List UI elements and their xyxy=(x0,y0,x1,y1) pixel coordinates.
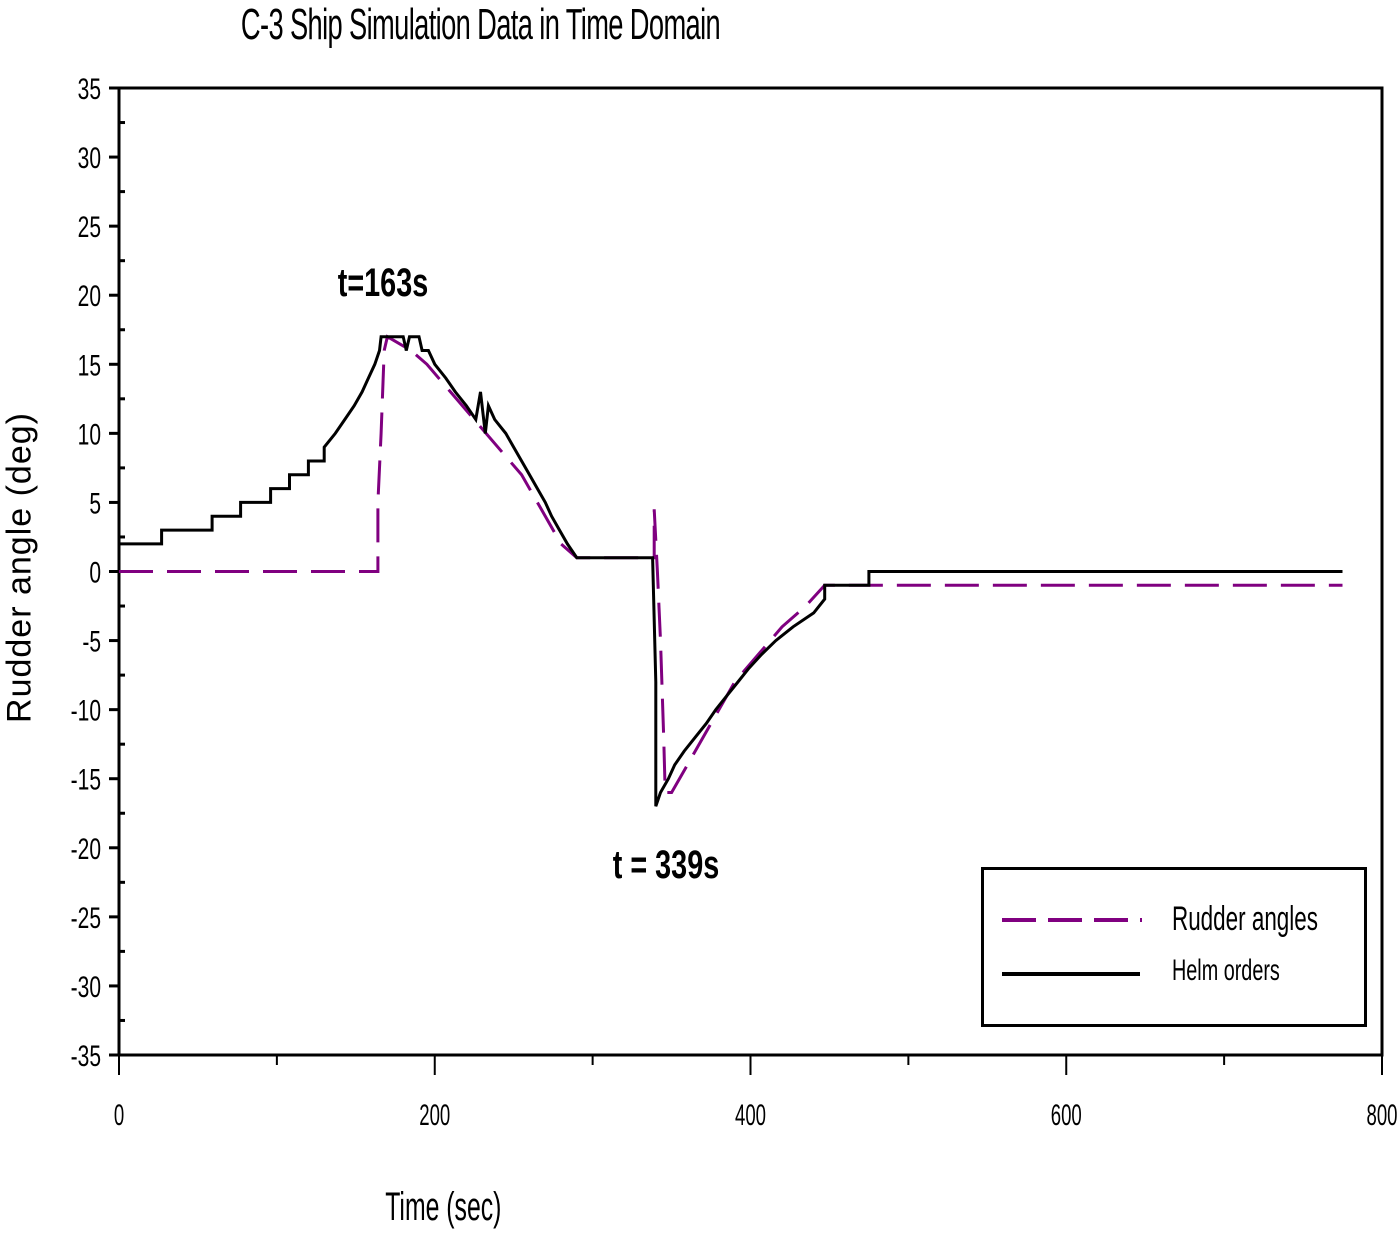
legend-label: Rudder angles xyxy=(1172,900,1318,938)
y-tick-label: -10 xyxy=(71,695,101,727)
x-tick-label: 0 xyxy=(114,1099,124,1133)
annotation-label: t = 339s xyxy=(613,842,719,887)
y-tick-label: -20 xyxy=(71,833,101,865)
y-tick-label: 5 xyxy=(89,488,101,520)
rudder-angles-line xyxy=(119,334,1343,794)
helm-orders-line xyxy=(119,335,1343,807)
y-tick-label: 0 xyxy=(89,557,101,589)
legend-item-helm-orders: Helm orders xyxy=(984,954,1364,994)
y-tick-label: 35 xyxy=(78,74,101,106)
y-tick-label: -5 xyxy=(82,626,101,658)
annotation-label: t=163s xyxy=(338,260,428,305)
x-tick-label: 600 xyxy=(1051,1099,1082,1133)
y-tick-label: -25 xyxy=(71,902,101,934)
x-tick-label: 800 xyxy=(1366,1099,1397,1133)
y-tick-label: 15 xyxy=(78,350,101,382)
x-tick-label: 200 xyxy=(419,1099,450,1133)
y-tick-label: 20 xyxy=(78,281,101,313)
y-tick-label: -15 xyxy=(71,764,101,796)
solid-line-swatch-icon xyxy=(1002,972,1140,976)
y-tick-label: -35 xyxy=(71,1041,101,1073)
y-tick-label: 30 xyxy=(78,143,101,175)
annotations: t=163s t = 339s xyxy=(338,260,719,887)
x-tick-label: 400 xyxy=(735,1099,766,1133)
legend-label: Helm orders xyxy=(1172,954,1280,987)
legend-item-rudder-angles: Rudder angles xyxy=(984,900,1364,940)
legend: Rudder angles Helm orders xyxy=(981,867,1367,1027)
series-group xyxy=(119,334,1343,807)
dashed-line-swatch-icon xyxy=(1002,918,1142,922)
x-axis-label: Time (sec) xyxy=(385,1185,502,1229)
y-tick-label: -30 xyxy=(71,971,101,1003)
y-tick-label: 10 xyxy=(78,419,101,451)
y-tick-label: 25 xyxy=(78,212,101,244)
chart-title: C-3 Ship Simulation Data in Time Domain xyxy=(240,0,721,49)
